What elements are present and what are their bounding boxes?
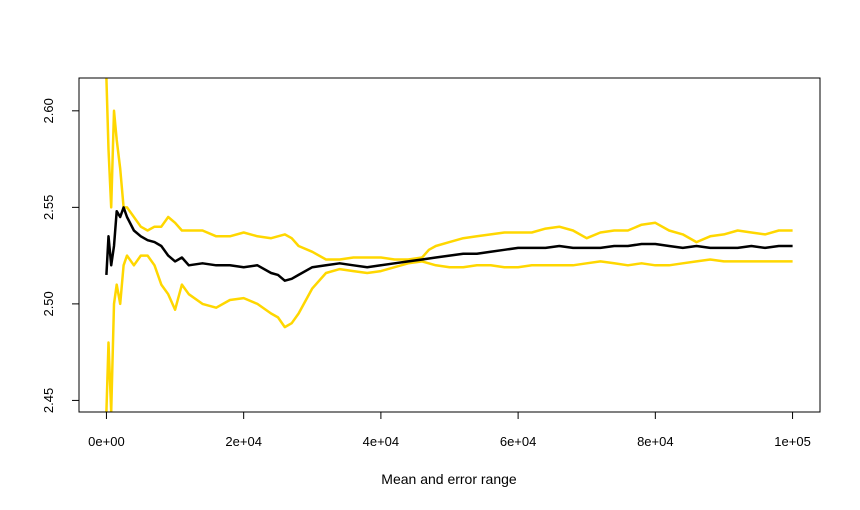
x-axis: 0e+00 2e+04 4e+04 6e+04 8e+04 1e+05	[88, 411, 811, 449]
series-line-upper	[105, 78, 793, 261]
y-tick-label: 2.45	[41, 388, 56, 413]
x-tick-label: 4e+04	[363, 434, 400, 449]
series-line-lower	[105, 254, 793, 412]
x-tick-label: 8e+04	[637, 434, 674, 449]
x-axis-label: Mean and error range	[381, 471, 517, 487]
y-tick-label: 2.50	[41, 291, 56, 316]
y-tick-label: 2.60	[41, 98, 56, 123]
plot-series-layer	[105, 78, 793, 412]
x-tick-label: 6e+04	[500, 434, 537, 449]
series-line-mean	[105, 206, 793, 282]
plot-frame	[78, 77, 821, 413]
y-tick-label: 2.55	[41, 195, 56, 220]
y-axis: 2.45 2.50 2.55 2.60	[41, 98, 80, 413]
x-tick-label: 2e+04	[225, 434, 262, 449]
x-tick-label: 0e+00	[88, 434, 125, 449]
x-tick-label: 1e+05	[774, 434, 811, 449]
